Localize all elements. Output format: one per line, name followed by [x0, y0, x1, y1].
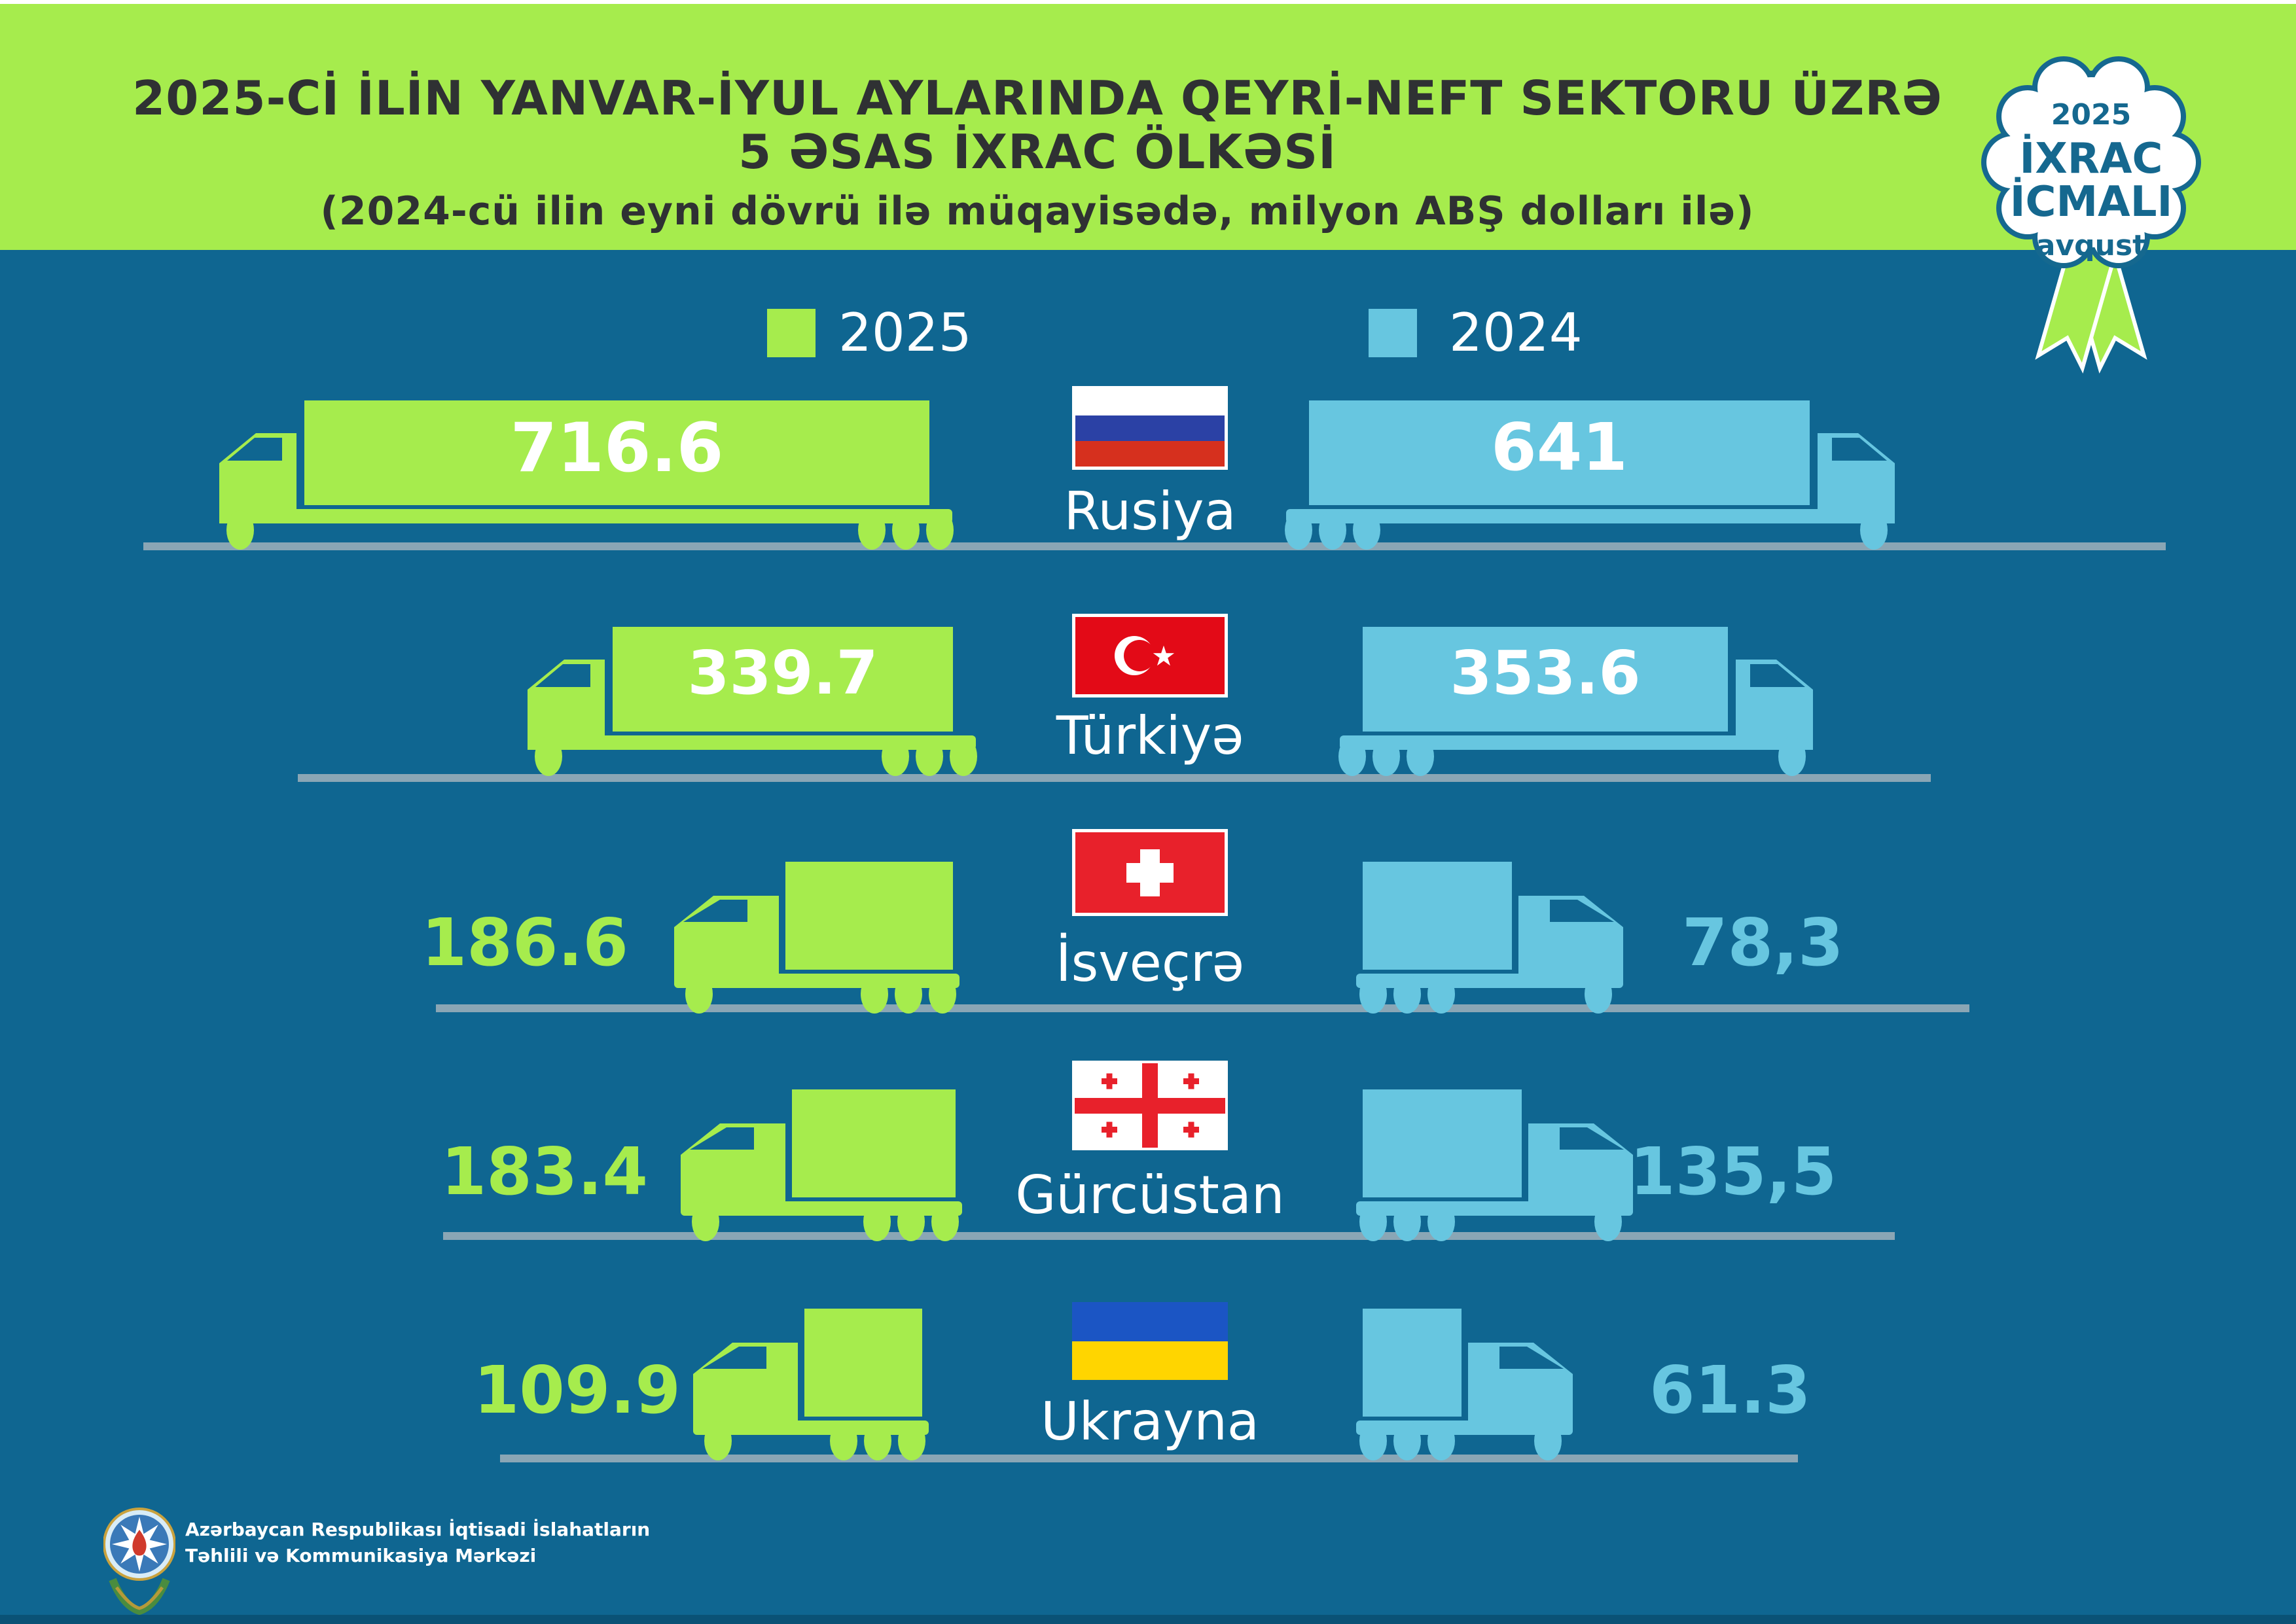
truck-shape: [1356, 1089, 1633, 1241]
truck-2025-gurcustan: [681, 1089, 962, 1241]
flag-georgia: [1072, 1061, 1228, 1150]
truck-shape: [693, 1309, 929, 1460]
star-icon: ★: [1151, 640, 1176, 672]
truck-shape: [1356, 1309, 1573, 1460]
truck-2024-ukrayna: [1356, 1309, 1573, 1460]
badge-year: 2025: [2051, 98, 2131, 132]
country-label-isvecre: İsveçrə: [1056, 932, 1244, 993]
truck-shape: [528, 627, 977, 776]
road-row-4: [443, 1232, 1895, 1240]
value-2024-rusiya: 641: [1491, 409, 1628, 485]
flag-russia: [1072, 386, 1228, 470]
value-2025-rusiya: 716.6: [510, 409, 724, 487]
country-label-ukrayna: Ukrayna: [1041, 1391, 1259, 1452]
country-label-turkiye: Türkiyə: [1056, 705, 1244, 766]
header-band: [0, 4, 2296, 250]
value-2025-isvecre: 186.6: [421, 904, 628, 981]
truck-2025-isvecre: [674, 862, 960, 1014]
footer-organization: Azərbaycan Respublikası İqtisadi İslahat…: [185, 1517, 650, 1569]
legend-label-2024: 2024: [1449, 302, 1583, 363]
truck-2025-rusiya: [219, 400, 954, 550]
value-2024-turkiye: 353.6: [1450, 638, 1641, 708]
country-label-gurcustan: Gürcüstan: [1015, 1165, 1285, 1226]
badge-word2: İCMALI: [2010, 177, 2173, 226]
value-2024-isvecre: 78,3: [1682, 904, 1844, 981]
azerbaijan-emblem: [103, 1508, 175, 1615]
truck-2024-turkiye: [1338, 627, 1813, 776]
truck-2024-isvecre: [1356, 862, 1623, 1014]
value-2025-turkiye: 339.7: [687, 638, 878, 708]
road-row-5: [500, 1455, 1798, 1462]
legend-swatch-2024: [1369, 309, 1417, 357]
top-white-strip: [0, 0, 2296, 4]
truck-shape: [674, 862, 960, 1014]
award-badge: 2025 İXRAC İCMALI avqust: [1981, 56, 2201, 374]
flag-switzerland: [1072, 829, 1228, 916]
flag-ukraine: [1072, 1302, 1228, 1380]
truck-2024-rusiya: [1285, 400, 1895, 550]
value-2024-ukrayna: 61.3: [1649, 1352, 1811, 1428]
truck-shape: [1356, 862, 1623, 1014]
footer-org-line-2: Təhlili və Kommunikasiya Mərkəzi: [185, 1545, 537, 1566]
truck-2024-gurcustan: [1356, 1089, 1633, 1241]
truck-shape: [219, 400, 954, 550]
truck-2025-ukrayna: [693, 1309, 929, 1460]
truck-shape: [1338, 627, 1813, 776]
badge-seal: [1981, 56, 2201, 268]
road-row-3: [436, 1004, 1969, 1012]
truck-2025-turkiye: [528, 627, 977, 776]
road-row-2: [298, 774, 1931, 782]
truck-shape: [681, 1089, 962, 1241]
value-2025-gurcustan: 183.4: [440, 1133, 648, 1210]
legend-label-2025: 2025: [838, 302, 972, 363]
truck-shape: [1285, 400, 1895, 550]
title-line-1: 2025-Cİ İLİN YANVAR-İYUL AYLARINDA QEYRİ…: [132, 71, 1943, 126]
value-2024-gurcustan: 135,5: [1630, 1133, 1837, 1210]
flag-turkiye: ★: [1072, 614, 1228, 697]
badge-month: avqust: [2036, 229, 2146, 262]
title-line-3: (2024-cü ilin eyni dövrü ilə müqayisədə,…: [320, 188, 1755, 234]
legend-swatch-2025: [767, 309, 816, 357]
badge-word1: İXRAC: [2020, 133, 2163, 183]
footer-org-line-1: Azərbaycan Respublikası İqtisadi İslahat…: [185, 1519, 651, 1540]
title-line-2: 5 ƏSAS İXRAC ÖLKƏSİ: [738, 124, 1336, 179]
road-row-1: [143, 542, 2166, 550]
bottom-dark-strip: [0, 1615, 2296, 1624]
value-2025-ukrayna: 109.9: [473, 1352, 681, 1428]
country-label-rusiya: Rusiya: [1064, 481, 1236, 542]
